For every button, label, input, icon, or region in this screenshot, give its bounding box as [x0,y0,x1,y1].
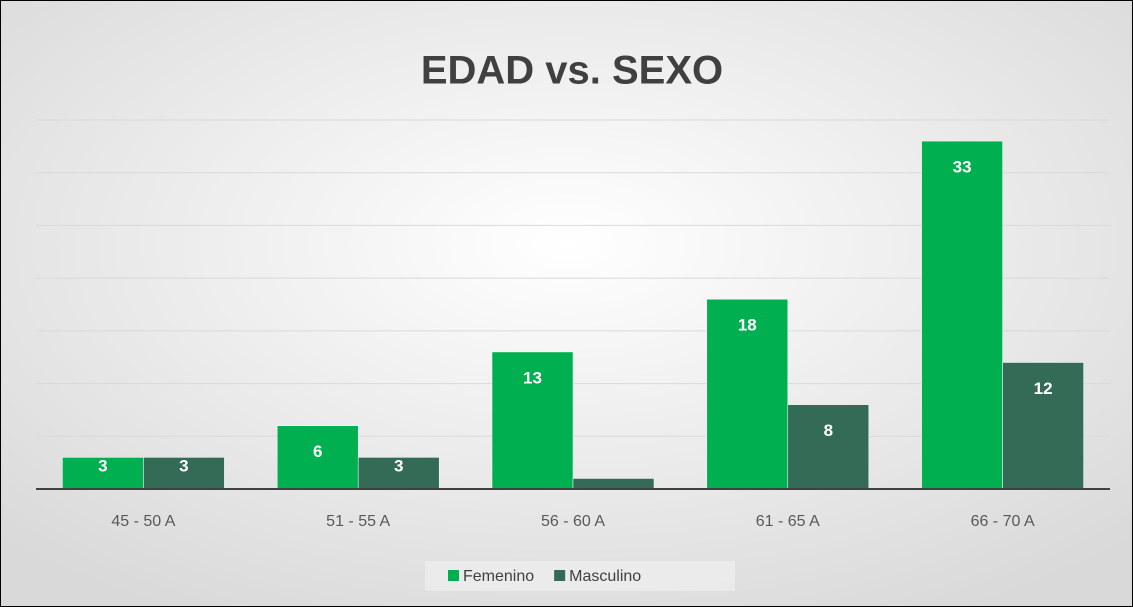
chart-title: EDAD vs. SEXO [421,49,723,93]
legend-box [425,561,735,591]
x-tick-label: 51 - 55 A [326,513,390,530]
legend-swatch [554,570,566,581]
x-tick-label: 56 - 60 A [541,513,605,530]
data-label: 3 [394,456,403,475]
bar [1002,362,1084,490]
data-label: 18 [738,316,757,335]
legend-label: Masculino [569,568,641,585]
data-label: 33 [953,158,972,177]
bar [491,351,574,490]
bar [921,140,1003,490]
data-label: 3 [98,456,107,475]
bar [787,404,870,490]
x-tick-label: 66 - 70 A [971,513,1035,530]
legend-label: Femenino [463,568,534,585]
x-tick-label: 61 - 65 A [756,513,820,530]
data-label: 6 [313,442,322,461]
bar [62,457,144,490]
data-label: 13 [523,368,542,387]
bar [706,298,789,490]
data-label: 3 [179,456,188,475]
data-label: 8 [824,421,833,440]
legend-swatch [448,570,459,581]
bar [572,478,655,490]
x-tick-label: 45 - 50 A [111,513,175,530]
bar [357,457,440,490]
bar [143,457,225,490]
data-label: 12 [1034,379,1053,398]
